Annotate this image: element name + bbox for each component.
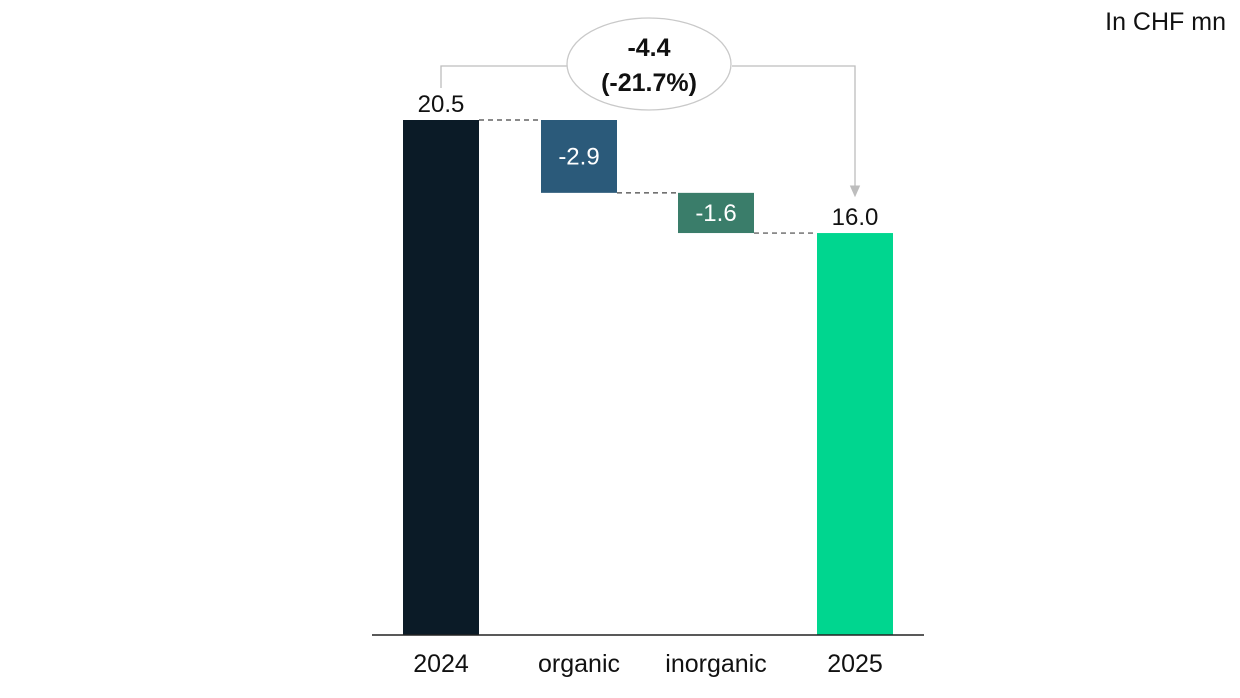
x-tick-organic: organic	[538, 650, 620, 678]
bar-inorganic	[678, 192, 754, 234]
callout-percent-change: (-21.7%)	[601, 69, 697, 97]
x-tick-inorganic: inorganic	[665, 650, 766, 678]
data-labels: 20.5 -2.9 -1.6 16.0	[418, 91, 879, 231]
x-tick-labels: 2024 organic inorganic 2025	[413, 650, 883, 678]
callout-bracket-left	[440, 65, 570, 88]
data-label-2025: 16.0	[832, 204, 879, 231]
callout-absolute-change: -4.4	[627, 34, 670, 62]
x-tick-2025: 2025	[827, 650, 883, 678]
connector-lines	[479, 119, 817, 234]
bar-2025	[817, 233, 893, 636]
data-label-inorganic: -1.6	[695, 200, 736, 227]
bar-2024	[403, 120, 479, 635]
unit-label: In CHF mn	[1105, 8, 1226, 36]
callout-ellipse	[566, 17, 732, 111]
data-label-organic: -2.9	[558, 143, 599, 170]
bars	[403, 120, 893, 636]
x-tick-2024: 2024	[413, 650, 469, 678]
change-callout: -4.4 (-21.7%)	[440, 17, 861, 198]
callout-bracket-right	[732, 65, 861, 198]
data-label-2024: 20.5	[418, 91, 465, 118]
bar-organic	[541, 120, 617, 193]
